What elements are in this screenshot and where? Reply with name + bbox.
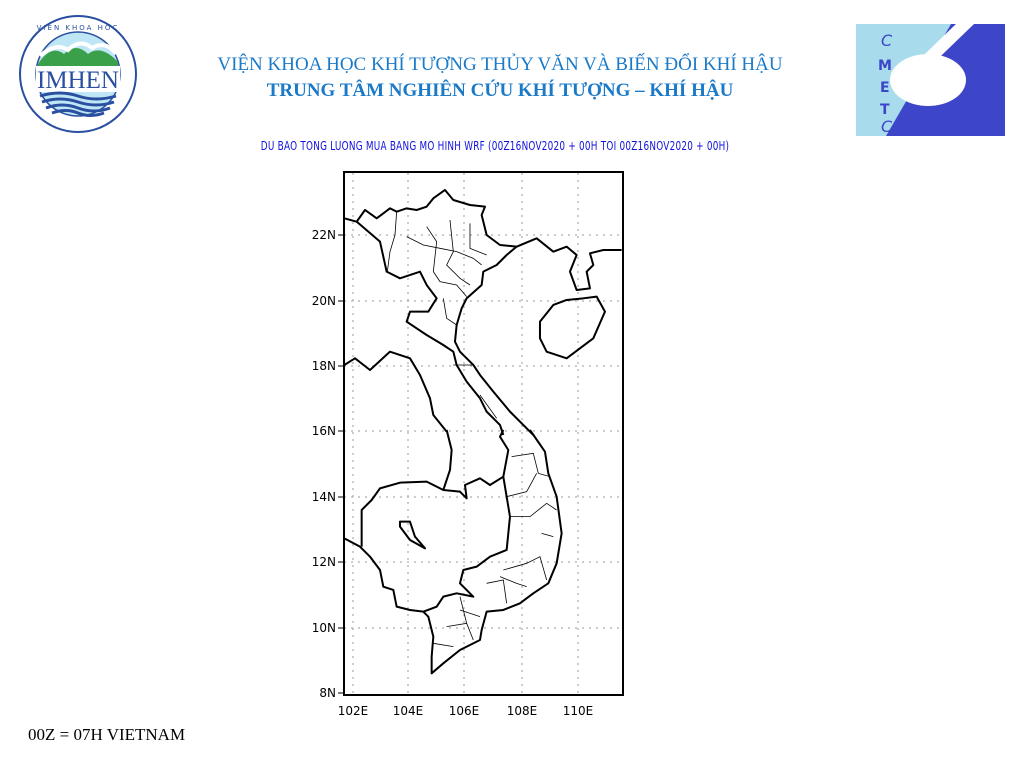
lat-label: 8N xyxy=(319,686,336,700)
svg-text:C: C xyxy=(881,31,893,50)
svg-text:T: T xyxy=(880,102,890,118)
lat-label: 18N xyxy=(312,359,336,373)
imhen-logo: IMHEN VIEN KHOA HOC xyxy=(19,15,137,133)
lat-ticks xyxy=(338,234,344,694)
lat-label: 14N xyxy=(312,490,336,504)
svg-text:E: E xyxy=(880,80,890,96)
lat-label: 22N xyxy=(312,228,336,242)
lat-label: 12N xyxy=(312,555,336,569)
lon-label: 104E xyxy=(393,704,424,718)
lon-label: 106E xyxy=(449,704,480,718)
svg-text:VIEN KHOA HOC: VIEN KHOA HOC xyxy=(37,24,120,32)
cmetc-logo: C M E T C xyxy=(856,24,1005,136)
institute-title: VIỆN KHOA HỌC KHÍ TƯỢNG THỦY VĂN VÀ BIẾN… xyxy=(217,54,783,75)
center-title: TRUNG TÂM NGHIÊN CỨU KHÍ TƯỢNG – KHÍ HẬU xyxy=(266,80,734,101)
south-boundaries xyxy=(344,430,561,673)
lon-label: 102E xyxy=(338,704,369,718)
lat-label: 20N xyxy=(312,294,336,308)
lat-label: 10N xyxy=(312,621,336,635)
lat-label: 16N xyxy=(312,424,336,438)
svg-text:C: C xyxy=(881,117,893,136)
north-boundaries xyxy=(344,190,621,435)
graticule xyxy=(344,173,623,694)
map-title: DU BAO TONG LUONG MUA BANG MO HINH WRF (… xyxy=(260,139,730,153)
hainan-island xyxy=(540,297,605,359)
svg-text:M: M xyxy=(878,58,892,74)
lon-label: 110E xyxy=(563,704,594,718)
tonle-sap-lake xyxy=(400,522,425,549)
timezone-note: 00Z = 07H VIETNAM xyxy=(28,725,186,744)
map-frame xyxy=(343,171,624,696)
svg-text:IMHEN: IMHEN xyxy=(37,67,119,94)
lon-label: 108E xyxy=(507,704,538,718)
